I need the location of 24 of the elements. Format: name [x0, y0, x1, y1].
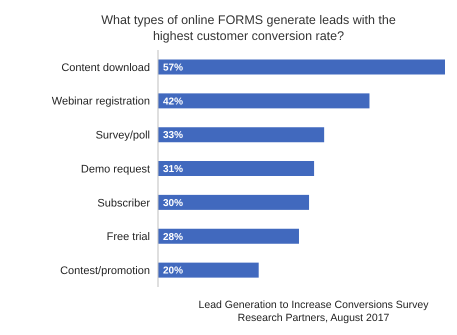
chart-title: What types of online FORMS generate leads with the highest customer conversion rate?: [100, 12, 397, 45]
data-label: 33%: [163, 130, 184, 142]
bar: [158, 127, 324, 142]
y-tick-label: Webinar registration: [52, 96, 150, 108]
y-tick-label: Content download: [61, 62, 150, 74]
text: Lead Generation to Increase Conversions Survey: [198, 299, 430, 312]
bar: [158, 93, 370, 108]
y-tick-label: Demo request: [80, 163, 150, 176]
bar: [158, 262, 259, 278]
data-label: 20%: [163, 266, 184, 277]
data-label: 42%: [163, 96, 184, 108]
y-tick-label: Free trial: [106, 231, 150, 244]
data-label: 31%: [163, 164, 184, 176]
bar: [158, 59, 445, 74]
bar: [158, 194, 310, 210]
bar: [158, 228, 299, 244]
y-tick-label: Subscriber: [97, 197, 150, 210]
data-label: 57%: [163, 62, 184, 74]
y-tick-label: Contest/promotion: [60, 264, 150, 277]
data-label: 30%: [163, 198, 184, 209]
data-label: 28%: [163, 232, 184, 243]
y-tick-label: Survey/poll: [96, 130, 150, 142]
bar: [158, 161, 314, 176]
text: Research Partners, August 2017: [236, 312, 390, 325]
